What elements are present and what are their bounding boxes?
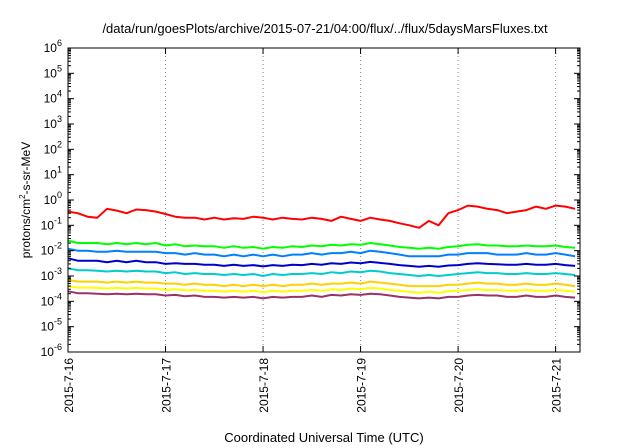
y-tick-label-exponent: 6 [57, 38, 62, 48]
y-tick-label-base: 10 [44, 41, 58, 55]
x-tick-label: 2015-7-20 [452, 358, 466, 413]
y-tick-label: 10-5 [41, 317, 62, 334]
y-tick-label-base: 10 [41, 345, 55, 359]
y-tick-label-exponent: 0 [57, 190, 62, 200]
x-axis-label: Coordinated Universal Time (UTC) [224, 430, 423, 445]
series-layer [67, 204, 576, 300]
y-tick-label: 10-4 [41, 291, 62, 308]
y-tick-label: 10-1 [41, 215, 62, 232]
y-tick-label-exponent: 1 [57, 165, 62, 175]
y-tick-label: 106 [44, 38, 62, 55]
series-line-3 [67, 247, 576, 258]
y-tick-label-exponent: -5 [54, 317, 62, 327]
y-tick-label-exponent: -3 [54, 266, 62, 276]
y-tick-label: 10-3 [41, 266, 62, 283]
y-tick-label-base: 10 [41, 269, 55, 283]
y-tick-label: 103 [44, 114, 62, 131]
series-line-6 [67, 278, 576, 288]
y-tick-label-exponent: -6 [54, 342, 62, 352]
y-tick-label: 101 [44, 165, 62, 182]
y-tick-label-exponent: -1 [54, 215, 62, 225]
x-tick-label: 2015-7-16 [62, 358, 76, 413]
x-tick-label: 2015-7-21 [550, 358, 564, 413]
y-tick-label: 10-6 [41, 342, 62, 359]
series-line-1 [67, 204, 576, 229]
y-axis-ticks: 10610510410310210110010-110-210-310-410-… [41, 38, 580, 359]
y-tick-label-base: 10 [44, 66, 58, 80]
y-tick-label-base: 10 [44, 117, 58, 131]
y-axis-label-suffix: -s-sr-MeV [19, 142, 33, 195]
series-line-5 [67, 267, 576, 277]
series-line-4 [67, 257, 576, 268]
y-tick-label: 100 [44, 190, 62, 207]
y-tick-label-exponent: 4 [57, 89, 62, 99]
y-tick-label-exponent: 2 [57, 139, 62, 149]
y-tick-label-base: 10 [41, 294, 55, 308]
y-tick-label-base: 10 [41, 320, 55, 334]
y-tick-label: 104 [44, 89, 62, 106]
series-line-2 [67, 239, 576, 250]
series-line-7 [67, 285, 576, 294]
y-tick-label: 10-2 [41, 241, 62, 258]
y-tick-label-exponent: 5 [57, 63, 62, 73]
y-tick-label-base: 10 [44, 92, 58, 106]
x-axis-ticks: 2015-7-16 2015-7-17 2015-7-18 2015-7-19 2015… [62, 48, 564, 413]
plot-frame [67, 47, 581, 353]
y-axis-label-prefix: protons/cm [19, 199, 33, 258]
y-tick-label: 105 [44, 63, 62, 80]
chart-title: /data/run/goesPlots/archive/2015-07-21/0… [102, 21, 548, 36]
y-tick-label-exponent: -4 [54, 291, 62, 301]
y-tick-label-base: 10 [44, 142, 58, 156]
y-tick-label-exponent: -2 [54, 241, 62, 251]
y-tick-label-base: 10 [44, 193, 58, 207]
vertical-grid [67, 48, 557, 352]
y-tick-label-base: 10 [41, 218, 55, 232]
series-line-8 [67, 290, 576, 300]
y-tick-label-base: 10 [44, 168, 58, 182]
y-axis-label: protons/cm2-s-sr-MeV [18, 142, 33, 258]
x-tick-label: 2015-7-18 [257, 358, 271, 413]
y-tick-label-exponent: 3 [57, 114, 62, 124]
x-tick-label: 2015-7-19 [355, 358, 369, 413]
y-tick-label-base: 10 [41, 244, 55, 258]
y-tick-label: 102 [44, 139, 62, 156]
y-axis-label-superscript: 2 [18, 194, 27, 199]
x-tick-label: 2015-7-17 [160, 358, 174, 413]
